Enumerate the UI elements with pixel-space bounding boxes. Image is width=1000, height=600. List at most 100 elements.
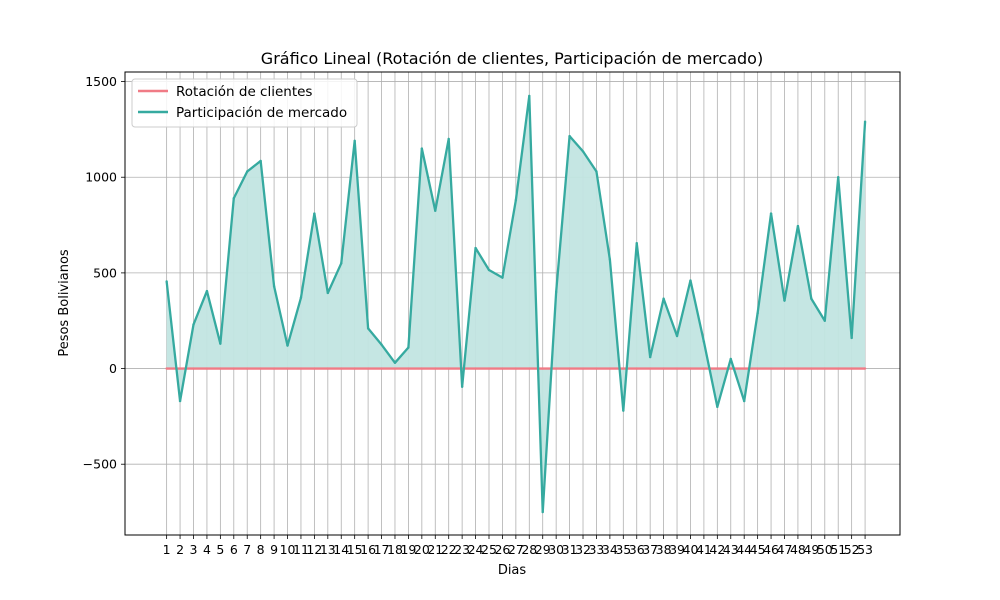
data-point-series-1 bbox=[474, 247, 476, 249]
data-point-series-1 bbox=[353, 140, 355, 142]
data-point-series-1 bbox=[273, 285, 275, 287]
data-point-series-0 bbox=[233, 367, 235, 369]
data-point-series-1 bbox=[850, 337, 852, 339]
data-point-series-0 bbox=[286, 367, 288, 369]
y-tick-label: 1000 bbox=[85, 170, 117, 185]
data-point-series-1 bbox=[770, 212, 772, 214]
data-point-series-0 bbox=[515, 367, 517, 369]
data-point-series-1 bbox=[259, 160, 261, 162]
data-point-series-0 bbox=[192, 367, 194, 369]
data-point-series-0 bbox=[837, 367, 839, 369]
data-point-series-0 bbox=[676, 367, 678, 369]
data-point-series-1 bbox=[716, 406, 718, 408]
data-point-series-0 bbox=[528, 367, 530, 369]
y-tick-label: 0 bbox=[109, 361, 117, 376]
data-point-series-1 bbox=[864, 121, 866, 123]
data-point-series-0 bbox=[367, 367, 369, 369]
data-point-series-1 bbox=[421, 147, 423, 149]
data-point-series-1 bbox=[837, 176, 839, 178]
data-point-series-0 bbox=[327, 367, 329, 369]
data-point-series-0 bbox=[662, 367, 664, 369]
data-point-series-0 bbox=[259, 367, 261, 369]
data-point-series-0 bbox=[165, 367, 167, 369]
data-point-series-0 bbox=[783, 367, 785, 369]
data-point-series-1 bbox=[528, 95, 530, 97]
data-point-series-1 bbox=[689, 279, 691, 281]
data-point-series-0 bbox=[434, 367, 436, 369]
data-point-series-0 bbox=[219, 367, 221, 369]
x-axis: 1 2 3 4 5 6 7 8 9 1011121314151617181920212223242… bbox=[163, 535, 873, 557]
data-point-series-0 bbox=[407, 367, 409, 369]
data-point-series-1 bbox=[233, 197, 235, 199]
data-point-series-0 bbox=[300, 367, 302, 369]
data-point-series-1 bbox=[219, 342, 221, 344]
data-point-series-1 bbox=[662, 298, 664, 300]
data-point-series-1 bbox=[367, 327, 369, 329]
data-point-series-1 bbox=[609, 258, 611, 260]
y-tick-label: 500 bbox=[93, 265, 117, 280]
y-tick-label: 1500 bbox=[85, 74, 117, 89]
data-point-series-1 bbox=[743, 400, 745, 402]
data-point-series-1 bbox=[568, 135, 570, 137]
data-point-series-0 bbox=[850, 367, 852, 369]
data-point-series-1 bbox=[286, 344, 288, 346]
data-point-series-0 bbox=[743, 367, 745, 369]
data-point-series-1 bbox=[555, 291, 557, 293]
data-point-series-1 bbox=[730, 358, 732, 360]
data-point-series-1 bbox=[165, 280, 167, 282]
data-point-series-0 bbox=[649, 367, 651, 369]
data-point-series-1 bbox=[192, 323, 194, 325]
data-point-series-1 bbox=[676, 335, 678, 337]
x-tick-label: 53 bbox=[857, 542, 873, 557]
data-point-series-0 bbox=[501, 367, 503, 369]
data-point-series-0 bbox=[474, 367, 476, 369]
data-point-series-0 bbox=[179, 367, 181, 369]
data-point-series-0 bbox=[730, 367, 732, 369]
data-point-series-1 bbox=[622, 409, 624, 411]
data-point-series-0 bbox=[636, 367, 638, 369]
data-point-series-1 bbox=[783, 299, 785, 301]
y-tick-label: −500 bbox=[83, 457, 117, 472]
x-tick-label: 9 bbox=[270, 542, 278, 557]
data-point-series-0 bbox=[756, 367, 758, 369]
legend-label-participacion: Participación de mercado bbox=[176, 105, 347, 121]
data-point-series-1 bbox=[246, 170, 248, 172]
data-point-series-1 bbox=[407, 346, 409, 348]
data-point-series-0 bbox=[568, 367, 570, 369]
data-point-series-1 bbox=[703, 341, 705, 343]
data-point-series-1 bbox=[340, 262, 342, 264]
x-tick-label: 1 bbox=[163, 542, 171, 557]
y-axis: −500 0 500 1000 1500 bbox=[83, 74, 125, 472]
data-point-series-1 bbox=[515, 199, 517, 201]
data-point-series-1 bbox=[636, 242, 638, 244]
data-point-series-1 bbox=[300, 297, 302, 299]
data-point-series-1 bbox=[394, 362, 396, 364]
y-axis-label: Pesos Bolivianos bbox=[57, 249, 72, 357]
data-point-series-0 bbox=[394, 367, 396, 369]
x-tick-label: 3 bbox=[190, 542, 198, 557]
data-point-series-0 bbox=[542, 367, 544, 369]
x-tick-label: 2 bbox=[176, 542, 184, 557]
x-axis-label: Dias bbox=[498, 563, 527, 578]
legend-label-rotacion: Rotación de clientes bbox=[176, 84, 312, 100]
data-point-series-0 bbox=[770, 367, 772, 369]
data-point-series-1 bbox=[595, 170, 597, 172]
data-point-series-1 bbox=[501, 276, 503, 278]
data-point-series-1 bbox=[448, 138, 450, 140]
data-point-series-0 bbox=[864, 367, 866, 369]
data-point-series-1 bbox=[824, 320, 826, 322]
x-tick-label: 8 bbox=[257, 542, 265, 557]
data-point-series-0 bbox=[340, 367, 342, 369]
legend: Rotación de clientes Participación de me… bbox=[132, 79, 357, 127]
chart-title: Gráfico Lineal (Rotación de clientes, Pa… bbox=[261, 49, 763, 68]
data-point-series-1 bbox=[488, 269, 490, 271]
data-point-series-1 bbox=[582, 150, 584, 152]
data-point-series-0 bbox=[689, 367, 691, 369]
data-point-series-1 bbox=[434, 210, 436, 212]
x-tick-label: 6 bbox=[230, 542, 238, 557]
data-point-series-1 bbox=[797, 225, 799, 227]
data-point-series-0 bbox=[582, 367, 584, 369]
data-point-series-1 bbox=[542, 511, 544, 513]
data-point-series-0 bbox=[206, 367, 208, 369]
